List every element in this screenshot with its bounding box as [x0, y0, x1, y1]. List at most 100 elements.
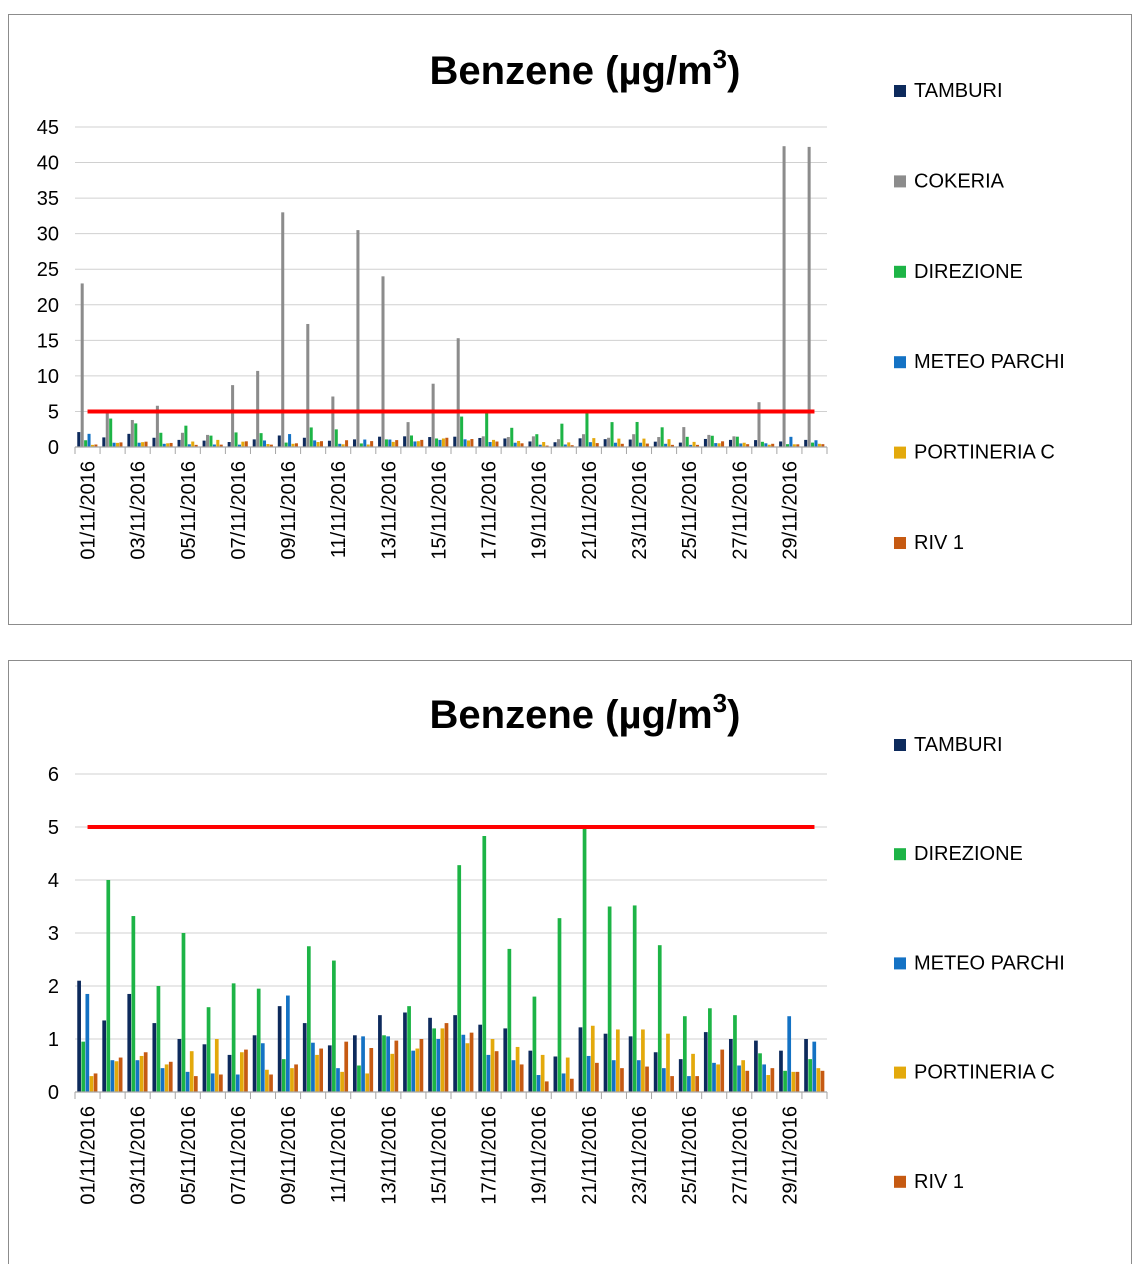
bar [653, 441, 657, 447]
bar [463, 439, 467, 447]
bar [691, 1053, 695, 1092]
bar [457, 865, 462, 1092]
bar [206, 434, 210, 447]
y-tick-label: 3 [48, 923, 59, 945]
bar [428, 437, 432, 447]
bar [420, 439, 424, 447]
x-tick-label: 15/11/2016 [428, 1106, 450, 1205]
bar [135, 1060, 140, 1092]
bar [428, 1017, 432, 1092]
bar [409, 435, 413, 447]
bar [804, 1039, 808, 1092]
legend-swatch [894, 957, 906, 970]
bar [177, 1039, 182, 1092]
bar [453, 1015, 457, 1092]
y-tick-label: 2 [48, 976, 59, 998]
benzene-chart-without-cokeria: Benzene (µg/m3) 0 1 2 3 4 5 6 01/11/2016 03/11/2… [48, 688, 1065, 1205]
bar [783, 1070, 787, 1092]
bar [269, 444, 273, 447]
bar [685, 436, 689, 447]
bar [263, 440, 267, 447]
bar [453, 436, 457, 447]
legend-label: TAMBURI [914, 80, 1003, 102]
bar [286, 995, 290, 1092]
bar [191, 441, 195, 447]
chart-title: Benzene (µg/m3) [430, 44, 741, 93]
bar [319, 1048, 324, 1092]
bar [620, 1068, 624, 1092]
bar [277, 1006, 282, 1092]
bar [234, 432, 238, 447]
bar [210, 1073, 215, 1092]
bar [345, 440, 349, 447]
x-tick-label: 21/11/2016 [579, 461, 601, 560]
bar [239, 1052, 244, 1092]
x-tick-label: 09/11/2016 [278, 1106, 300, 1205]
x-tick-label: 27/11/2016 [729, 1106, 751, 1205]
bar [370, 441, 374, 447]
x-tick-label: 25/11/2016 [679, 461, 701, 560]
x-tick-label: 05/11/2016 [178, 1106, 200, 1205]
bar [184, 425, 188, 447]
bar [219, 1074, 223, 1092]
bar [570, 445, 574, 447]
bar [381, 276, 385, 447]
bar [739, 443, 743, 447]
bar [795, 1071, 800, 1092]
bar [565, 1057, 570, 1092]
y-tick-label: 25 [37, 259, 59, 281]
bar [692, 441, 696, 447]
bar [403, 1012, 407, 1092]
bar [77, 980, 81, 1092]
bar [528, 441, 532, 447]
bar [315, 1054, 319, 1092]
bar [291, 443, 295, 447]
bar [465, 1043, 470, 1092]
bar [382, 1035, 386, 1092]
x-tick-label: 15/11/2016 [428, 461, 450, 560]
bar [695, 444, 700, 447]
bar [807, 146, 811, 447]
bar [269, 1074, 273, 1092]
bar [642, 438, 646, 447]
bar [607, 906, 612, 1092]
legend-label: DIREZIONE [914, 261, 1023, 283]
bar [94, 444, 98, 447]
bar [645, 443, 649, 447]
bar [613, 442, 617, 447]
bar [266, 444, 270, 447]
bar [670, 444, 674, 447]
bar [520, 443, 524, 447]
bar [311, 1042, 315, 1092]
x-tick-label: 03/11/2016 [128, 461, 150, 560]
bar [160, 1068, 165, 1092]
bar [703, 1032, 708, 1092]
bar [791, 1071, 796, 1092]
legend-label: PORTINERIA C [914, 1062, 1055, 1084]
bar [511, 1060, 516, 1092]
bar [294, 1064, 298, 1092]
bar [703, 438, 707, 447]
bar [388, 439, 392, 447]
bar [152, 1023, 157, 1092]
bar [416, 441, 420, 447]
legend-swatch [894, 446, 906, 459]
benzene-chart-all-stations: Benzene (µg/m3) 0 5 10 15 20 25 30 35 40 45 01/11/… [37, 44, 1065, 560]
bar [302, 1023, 307, 1092]
bar [513, 442, 517, 447]
x-tick-label: 13/11/2016 [378, 1106, 400, 1205]
bar [461, 1034, 466, 1092]
bar [137, 442, 141, 447]
bar [109, 418, 113, 447]
bar [620, 443, 624, 447]
bar [77, 432, 81, 447]
bar [728, 1039, 733, 1092]
bar [131, 916, 136, 1092]
bar [710, 435, 714, 447]
bar [302, 437, 306, 447]
bar [485, 412, 489, 447]
legend-swatch [894, 739, 906, 751]
legend-label: METEO PARCHI [914, 351, 1065, 373]
bar [313, 440, 317, 447]
bar [334, 429, 338, 447]
